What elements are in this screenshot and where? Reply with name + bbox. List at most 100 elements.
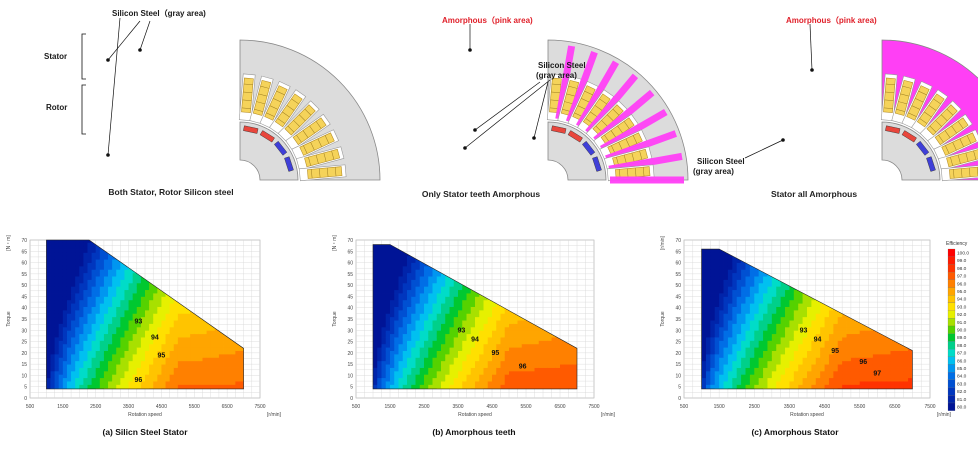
efficiency-cell [66, 367, 72, 372]
efficiency-cell [513, 343, 518, 348]
efficiency-cell [214, 340, 220, 345]
efficiency-cell [128, 350, 134, 355]
efficiency-cell [83, 350, 88, 355]
efficiency-cell [112, 282, 117, 287]
efficiency-cell [161, 337, 166, 341]
efficiency-cell [432, 320, 438, 324]
efficiency-cell [445, 326, 450, 331]
efficiency-cell [377, 313, 382, 318]
efficiency-cell [487, 320, 493, 324]
efficiency-cell [103, 306, 109, 311]
efficiency-cell [99, 364, 105, 368]
efficiency-cell [75, 293, 80, 297]
efficiency-cell [411, 320, 416, 324]
efficiency-cell [181, 370, 187, 375]
efficiency-cell [509, 320, 514, 324]
efficiency-cell [458, 293, 463, 297]
efficiency-cell [149, 299, 154, 304]
efficiency-cell [95, 316, 101, 321]
efficiency-cell [526, 320, 531, 324]
efficiency-cell [108, 326, 113, 331]
efficiency-cell [479, 353, 484, 358]
efficiency-cell [479, 337, 484, 341]
efficiency-cell [136, 279, 142, 284]
efficiency-cell [210, 330, 216, 335]
coil-turn [241, 107, 251, 109]
efficiency-cell [373, 313, 378, 318]
efficiency-cell [165, 299, 171, 304]
efficiency-cell [116, 367, 121, 372]
y-tick-label: 70 [21, 238, 27, 244]
efficiency-cell [71, 279, 76, 284]
efficiency-cell [66, 357, 72, 362]
efficiency-cell [79, 282, 84, 287]
efficiency-cell [513, 320, 518, 324]
efficiency-cell [112, 360, 117, 365]
efficiency-cell [58, 259, 64, 263]
efficiency-cell [526, 353, 531, 358]
efficiency-cell [210, 374, 216, 379]
efficiency-cell [509, 381, 514, 385]
efficiency-cell [116, 381, 121, 385]
efficiency-cell [132, 316, 138, 321]
efficiency-cell [496, 340, 501, 345]
efficiency-cell [419, 343, 425, 348]
efficiency-cell [466, 320, 472, 324]
efficiency-cell [112, 272, 117, 277]
efficiency-cell [432, 367, 438, 372]
efficiency-cell [124, 282, 129, 287]
efficiency-cell [71, 384, 76, 389]
efficiency-cell [202, 357, 208, 362]
efficiency-cell [449, 326, 455, 331]
efficiency-cell [173, 384, 179, 389]
efficiency-cell [62, 245, 68, 250]
efficiency-cell [128, 276, 134, 280]
efficiency-cell [66, 364, 72, 368]
efficiency-cell [428, 360, 433, 365]
efficiency-cell [381, 316, 387, 321]
efficiency-cell [398, 320, 404, 324]
efficiency-cell [487, 364, 493, 368]
efficiency-cell [202, 350, 208, 355]
efficiency-cell [181, 309, 187, 314]
efficiency-cell [108, 370, 113, 375]
efficiency-cell [385, 347, 391, 351]
efficiency-cell [453, 340, 459, 345]
y-tick-label: 25 [21, 340, 27, 346]
efficiency-cell [445, 279, 450, 284]
efficiency-cell [83, 289, 88, 294]
efficiency-cell [458, 303, 463, 307]
efficiency-cell [46, 374, 51, 379]
efficiency-cell [161, 316, 166, 321]
efficiency-cell [75, 387, 80, 389]
efficiency-cell [385, 370, 391, 375]
efficiency-cell [62, 357, 68, 362]
efficiency-cell [128, 299, 134, 304]
efficiency-cell [99, 326, 105, 331]
efficiency-cell [500, 326, 506, 331]
efficiency-cell [190, 326, 195, 331]
efficiency-cell [62, 306, 68, 311]
efficiency-cell [483, 309, 489, 314]
efficiency-cell [402, 286, 408, 291]
efficiency-cell [235, 367, 240, 372]
efficiency-cell [492, 357, 497, 362]
efficiency-cell [210, 326, 216, 331]
efficiency-cell [161, 340, 166, 345]
efficiency-cell [136, 364, 142, 368]
efficiency-cell [424, 347, 429, 351]
efficiency-cell [145, 279, 150, 284]
efficiency-cell [128, 282, 134, 287]
efficiency-cell [194, 367, 199, 372]
efficiency-cell [62, 374, 68, 379]
efficiency-cell [75, 347, 80, 351]
efficiency-cell [157, 333, 162, 338]
efficiency-cell [153, 293, 158, 297]
efficiency-cell [424, 313, 429, 318]
efficiency-cell [50, 377, 56, 382]
efficiency-cell [54, 286, 60, 291]
efficiency-cell [479, 347, 484, 351]
efficiency-cell [428, 374, 433, 379]
efficiency-cell [194, 316, 199, 321]
efficiency-cell [402, 326, 408, 331]
